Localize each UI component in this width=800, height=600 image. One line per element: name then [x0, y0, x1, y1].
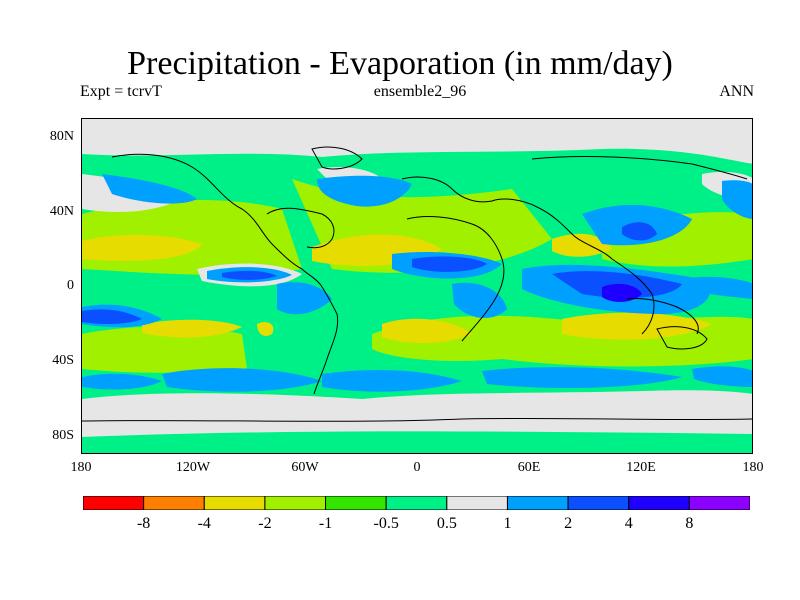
- colorbar: [82, 495, 751, 511]
- shading-region: [482, 367, 682, 389]
- precip-minus-evap-map: [81, 118, 753, 454]
- colorbar-swatch: [203, 495, 266, 511]
- lon-tick-label: 60W: [291, 460, 319, 475]
- shading-region: [82, 119, 752, 164]
- shading-region: [82, 309, 142, 324]
- shading-region: [682, 276, 752, 299]
- colorbar-swatch: [264, 495, 327, 511]
- colorbar-label: 8: [685, 515, 694, 532]
- shading-region: [622, 222, 657, 241]
- colorbar-swatch: [82, 495, 145, 511]
- lat-tick-label: 80S: [52, 428, 74, 443]
- colorbar-label: 2: [564, 515, 573, 532]
- shading-region: [452, 282, 507, 319]
- shading-region: [382, 318, 472, 343]
- colorbar-swatch: [143, 495, 205, 511]
- shading-region: [82, 431, 752, 453]
- shading-region: [277, 282, 332, 315]
- shading-region: [692, 366, 752, 387]
- lat-tick-label: 40S: [52, 353, 74, 368]
- colorbar-label: -0.5: [373, 515, 399, 532]
- lon-tick-label: 0: [413, 460, 421, 475]
- season-label: ANN: [719, 83, 754, 100]
- shading-region: [722, 180, 752, 219]
- shading-region: [317, 175, 412, 207]
- colorbar-label: -1: [318, 515, 333, 532]
- colorbar-swatch: [446, 495, 508, 511]
- colorbar-swatch: [385, 495, 448, 511]
- lat-tick-label: 80N: [49, 129, 74, 144]
- lon-tick-label: 180: [742, 460, 764, 475]
- colorbar-label: 0.5: [436, 515, 457, 532]
- shading-region: [412, 256, 487, 272]
- shading-region: [552, 233, 612, 257]
- shading-region: [82, 326, 247, 373]
- colorbar-swatch: [506, 495, 569, 511]
- colorbar-label: -2: [258, 515, 272, 532]
- lon-tick-label: 180: [70, 460, 92, 475]
- ensemble-label: ensemble2_96: [373, 83, 467, 100]
- colorbar-swatch: [567, 495, 630, 511]
- plot-title: Precipitation - Evaporation (in mm/day): [127, 45, 673, 82]
- colorbar-label: 1: [503, 515, 512, 532]
- shading-region: [562, 312, 712, 340]
- colorbar-label: -8: [136, 515, 151, 532]
- colorbar-label: 4: [624, 515, 633, 532]
- shading-region: [162, 368, 322, 392]
- shading-region: [82, 234, 202, 261]
- shading-region: [322, 369, 462, 392]
- lon-tick-label: 60E: [517, 460, 541, 475]
- shading-region: [102, 174, 197, 204]
- lon-tick-label: 120W: [175, 460, 211, 475]
- colorbar-swatch: [628, 495, 690, 511]
- lat-tick-label: 40N: [49, 204, 74, 219]
- experiment-label: Expt = tcrvT: [80, 83, 162, 100]
- shading-region: [602, 283, 642, 302]
- shading-region: [257, 322, 274, 336]
- lon-tick-label: 120E: [626, 460, 656, 475]
- shading-region: [142, 319, 242, 338]
- lat-tick-label: 0: [67, 278, 74, 293]
- colorbar-swatch: [688, 495, 751, 511]
- colorbar-label: -4: [197, 515, 211, 532]
- shading-region: [222, 270, 277, 280]
- coastlines: [82, 146, 752, 422]
- colorbar-swatch: [325, 495, 387, 511]
- shading-region: [82, 373, 162, 390]
